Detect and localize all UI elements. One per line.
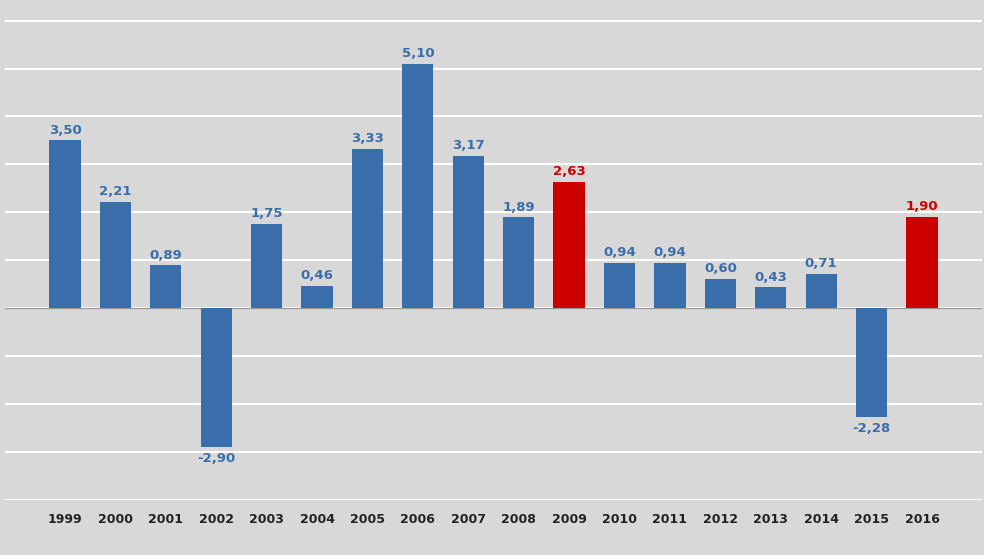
Text: 5,10: 5,10: [401, 47, 434, 60]
Text: 3,50: 3,50: [48, 124, 82, 137]
Bar: [553, 182, 584, 308]
Text: 0,46: 0,46: [300, 269, 334, 282]
Bar: [856, 308, 888, 417]
Text: 2,21: 2,21: [99, 185, 132, 198]
Text: 1,75: 1,75: [250, 208, 282, 220]
Bar: [906, 217, 938, 308]
Bar: [352, 149, 383, 308]
Text: 0,94: 0,94: [603, 246, 636, 259]
Text: 2,63: 2,63: [553, 165, 585, 178]
Text: 3,33: 3,33: [351, 132, 384, 145]
Bar: [301, 286, 333, 308]
Bar: [201, 308, 232, 447]
Bar: [705, 279, 736, 308]
Text: 0,60: 0,60: [704, 263, 737, 275]
Bar: [503, 218, 534, 308]
Text: 0,94: 0,94: [653, 246, 686, 259]
Text: 0,71: 0,71: [805, 257, 837, 270]
Text: -2,90: -2,90: [197, 452, 235, 465]
Bar: [151, 265, 181, 308]
Bar: [99, 202, 131, 308]
Text: 0,43: 0,43: [755, 270, 787, 284]
Text: 1,90: 1,90: [905, 200, 939, 213]
Text: -2,28: -2,28: [852, 422, 891, 435]
Bar: [654, 263, 686, 308]
Bar: [755, 287, 786, 308]
Bar: [806, 274, 836, 308]
Text: 3,17: 3,17: [452, 139, 484, 153]
Text: 0,89: 0,89: [150, 249, 182, 261]
Bar: [402, 64, 434, 308]
Bar: [604, 263, 635, 308]
Bar: [49, 140, 81, 308]
Bar: [251, 224, 282, 308]
Text: 1,89: 1,89: [503, 201, 535, 214]
Bar: [453, 156, 484, 308]
